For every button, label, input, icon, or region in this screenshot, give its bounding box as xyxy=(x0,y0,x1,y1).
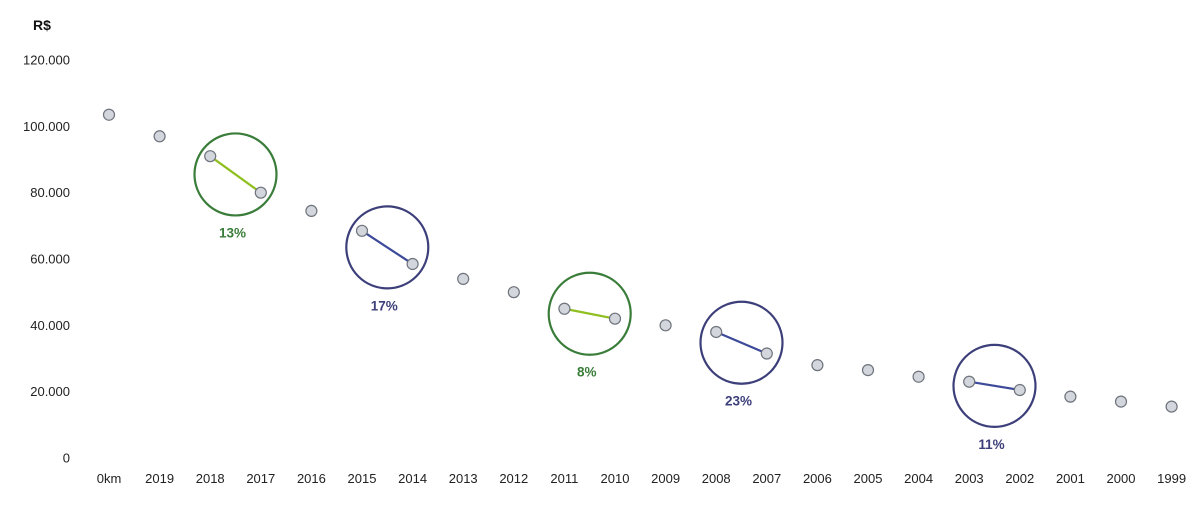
percentage-label: 11% xyxy=(978,437,1004,452)
data-point xyxy=(153,130,166,143)
x-tick-label: 2004 xyxy=(904,471,933,486)
data-point xyxy=(1064,390,1077,403)
x-tick-label: 2005 xyxy=(854,471,883,486)
data-point xyxy=(608,312,622,325)
data-point xyxy=(355,224,369,237)
x-tick-label: 2014 xyxy=(398,471,427,486)
highlight-circle xyxy=(699,300,784,385)
x-tick-label: 2003 xyxy=(955,471,984,486)
x-tick-label: 2017 xyxy=(246,471,275,486)
data-point xyxy=(861,364,875,377)
data-point xyxy=(406,257,419,271)
x-tick-label: 2000 xyxy=(1107,471,1136,486)
x-tick-labels: 0km 2019 2018 2017 2016 2015 2014 2013 2012 2011 2… xyxy=(97,471,1186,486)
percentage-label: 23% xyxy=(725,394,752,409)
percentage-label: 17% xyxy=(371,298,398,313)
percentage-label: 13% xyxy=(219,225,246,240)
highlight-line xyxy=(969,380,1020,392)
y-tick-label: 0 xyxy=(63,451,70,466)
data-point xyxy=(811,359,824,372)
highlight-circle xyxy=(193,132,278,217)
highlight-line xyxy=(361,229,414,265)
data-point xyxy=(507,286,520,299)
x-tick-label: 2006 xyxy=(803,471,832,486)
x-tick-label: 2016 xyxy=(297,471,326,486)
data-point xyxy=(710,325,723,339)
x-tick-label: 2002 xyxy=(1005,471,1034,486)
data-point xyxy=(760,347,773,360)
data-points xyxy=(102,108,1178,413)
x-tick-label: 2019 xyxy=(145,471,174,486)
highlight-circle xyxy=(547,271,632,356)
y-tick-label: 80.000 xyxy=(30,185,70,200)
x-tick-label: 2007 xyxy=(752,471,781,486)
data-point xyxy=(457,272,470,285)
x-tick-label: 2001 xyxy=(1056,471,1085,486)
x-tick-label: 2008 xyxy=(702,471,731,486)
y-tick-label: 120.000 xyxy=(23,53,70,68)
highlight-groups xyxy=(193,132,1037,428)
y-tick-label: 20.000 xyxy=(30,384,70,399)
y-tick-labels: 0 20.000 40.000 60.000 80.000 100.000 120.000 xyxy=(23,53,70,466)
data-point xyxy=(963,375,976,388)
highlight-line xyxy=(564,307,616,320)
x-tick-label: 1999 xyxy=(1157,471,1186,486)
highlight-line xyxy=(209,155,262,194)
data-point xyxy=(659,319,672,332)
y-tick-label: 60.000 xyxy=(30,252,70,267)
data-point xyxy=(254,186,267,199)
x-tick-label: 0km xyxy=(97,471,122,486)
x-tick-label: 2012 xyxy=(499,471,528,486)
y-tick-label: 40.000 xyxy=(30,318,70,333)
data-point xyxy=(305,204,318,218)
percentage-label: 8% xyxy=(577,365,597,380)
x-tick-label: 2009 xyxy=(651,471,680,486)
data-point xyxy=(102,108,116,121)
data-point xyxy=(1013,383,1026,397)
y-axis-unit-label: R$ xyxy=(33,17,51,33)
data-point xyxy=(558,302,571,315)
highlight-circle xyxy=(952,343,1037,428)
highlight-line xyxy=(715,330,768,355)
y-tick-label: 100.000 xyxy=(23,119,70,134)
data-point xyxy=(912,370,925,383)
data-point xyxy=(1165,400,1178,413)
x-tick-label: 2013 xyxy=(449,471,478,486)
data-point xyxy=(1114,395,1128,408)
data-point xyxy=(204,150,217,163)
x-tick-label: 2015 xyxy=(348,471,377,486)
x-tick-label: 2018 xyxy=(196,471,225,486)
highlight-circle xyxy=(345,205,430,290)
percentage-labels: 13% 17% 8% 23% 11% xyxy=(219,225,1005,451)
x-tick-label: 2010 xyxy=(601,471,630,486)
x-tick-label: 2011 xyxy=(550,471,578,486)
